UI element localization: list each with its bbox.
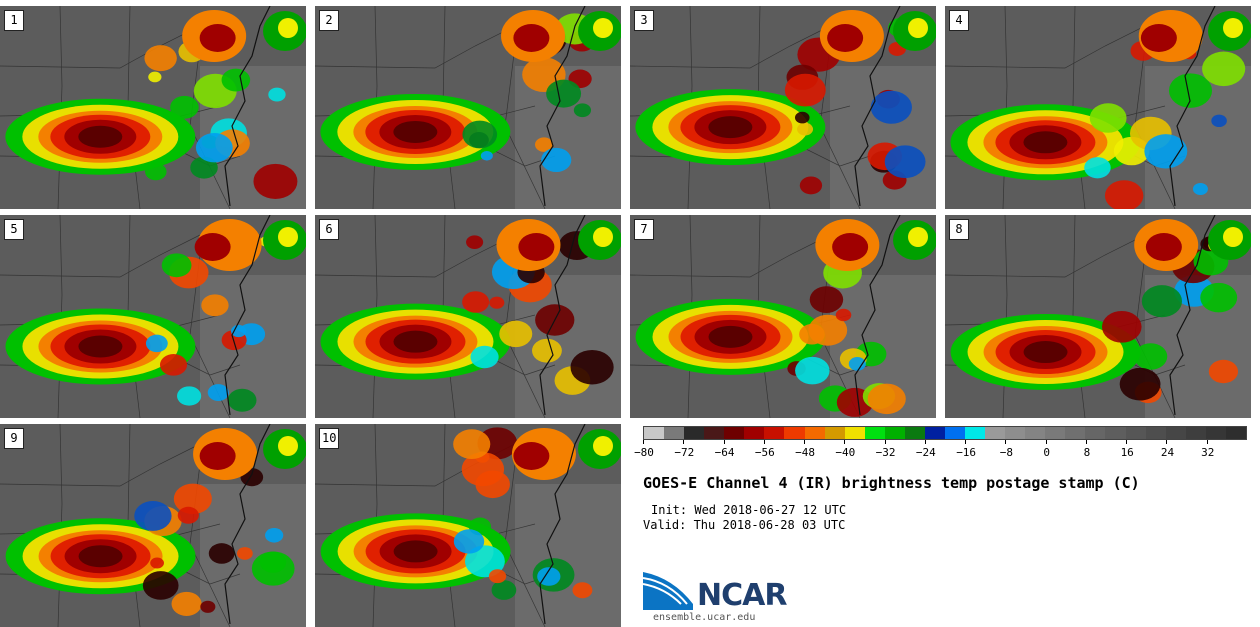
postage-stamp: 6 [315,215,621,418]
colorbar-tick [1206,440,1208,444]
colorbar-segment [1185,427,1206,439]
colorbar-tick [804,440,806,444]
stamp-number: 8 [949,219,969,240]
colorbar-segment [1025,427,1046,439]
colorbar [643,426,1247,440]
colorbar-segment [1225,427,1246,439]
colorbar-segment [764,427,785,439]
stamp-number: 9 [4,428,24,449]
colorbar-tick [1085,440,1087,444]
colorbar-segment [1145,427,1166,439]
colorbar-tick-label: −40 [835,446,856,459]
colorbar-tick-label: 0 [1043,446,1050,459]
colorbar-segment [704,427,725,439]
colorbar-segment [664,427,685,439]
colorbar-segment [884,427,905,439]
colorbar-segment [985,427,1006,439]
stamp-number: 6 [319,219,339,240]
logo-url: ensemble.ucar.edu [653,612,756,623]
colorbar-segment [724,427,745,439]
colorbar-segment [824,427,845,439]
colorbar-tick-label: −72 [674,446,695,459]
ncar-logo-text: NCAR [697,578,787,613]
stamp-number: 1 [4,10,24,31]
colorbar-tick [683,440,685,444]
postage-stamp: 7 [630,215,936,418]
colorbar-tick [884,440,886,444]
colorbar-tick-label: −48 [795,446,815,459]
colorbar-tick-label: −80 [634,446,654,459]
colorbar-tick-label: 16 [1120,446,1134,459]
colorbar-tick-label: 32 [1201,446,1215,459]
stamp-number: 5 [4,219,24,240]
colorbar-tick [1005,440,1007,444]
colorbar-tick [1166,440,1168,444]
colorbar-tick [643,440,644,444]
postage-stamp: 3 [630,6,936,209]
colorbar-segment [965,427,986,439]
init-time: Init: Wed 2018-06-27 12 UTC [651,503,847,517]
colorbar-segment [804,427,825,439]
colorbar-segment [1045,427,1066,439]
ncar-logo-icon [643,572,693,610]
postage-stamp: 4 [945,6,1251,209]
stamp-number: 10 [319,428,340,449]
colorbar-tick-label: −56 [754,446,775,459]
colorbar-tick [723,440,725,444]
colorbar-segment [684,427,705,439]
colorbar-tick [844,440,846,444]
figure-title: GOES-E Channel 4 (IR) brightness temp po… [643,474,1140,492]
valid-time: Valid: Thu 2018-06-28 03 UTC [643,518,846,532]
colorbar-segment [864,427,885,439]
postage-stamp: 1 [0,6,306,209]
postage-stamp: 9 [0,424,306,627]
colorbar-segment [1205,427,1226,439]
colorbar-tick [1045,440,1047,444]
colorbar-tick-label: −8 [999,446,1014,459]
colorbar-segment [1165,427,1186,439]
colorbar-segment [1105,427,1126,439]
postage-stamp: 5 [0,215,306,418]
colorbar-segment [844,427,865,439]
colorbar-tick [924,440,926,444]
colorbar-tick [1126,440,1128,444]
colorbar-tick-label: −64 [714,446,735,459]
colorbar-ticks: −80 −72 −64 −56 −48 −40 −32 −24 −16 −8 0 8 16 24 32 [634,440,1247,462]
colorbar-segment [1065,427,1086,439]
colorbar-tick-label: 24 [1160,446,1175,459]
colorbar-tick-label: −24 [915,446,936,459]
colorbar-segment [644,427,665,439]
colorbar-segment [1005,427,1026,439]
stamp-number: 4 [949,10,969,31]
colorbar-tick-label: −32 [875,446,896,459]
colorbar-tick [763,440,765,444]
stamp-number: 3 [634,10,654,31]
colorbar-segment [904,427,925,439]
stamp-number: 7 [634,219,654,240]
colorbar-tick-label: 8 [1083,446,1091,459]
postage-stamp: 8 [945,215,1251,418]
colorbar-segment [944,427,965,439]
colorbar-tick [965,440,967,444]
stamp-number: 2 [319,10,339,31]
postage-stamp: 2 [315,6,621,209]
colorbar-segment [744,427,765,439]
postage-stamp: 10 [315,424,621,627]
colorbar-segment [784,427,805,439]
colorbar-segment [924,427,945,439]
colorbar-tick-label: −16 [956,446,977,459]
colorbar-segment [1125,427,1146,439]
colorbar-segment [1085,427,1106,439]
